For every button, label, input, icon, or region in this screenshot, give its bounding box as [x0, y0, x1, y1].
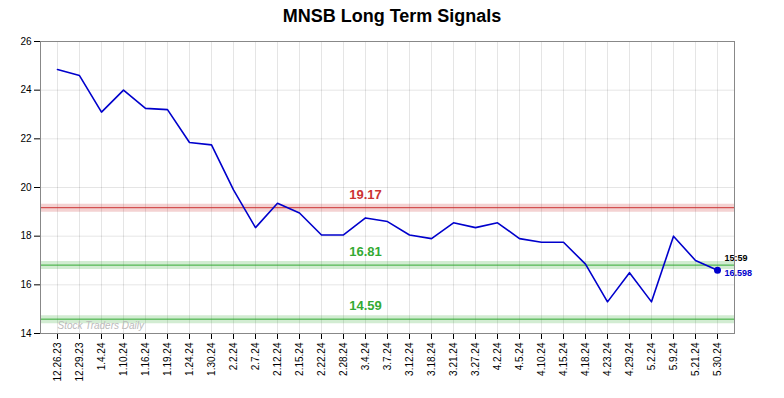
svg-text:2.22.24: 2.22.24 — [316, 342, 327, 376]
svg-text:12.29.23: 12.29.23 — [74, 342, 85, 381]
svg-text:1.24.24: 1.24.24 — [184, 342, 195, 376]
svg-text:3.4.24: 3.4.24 — [360, 342, 371, 370]
svg-text:18: 18 — [20, 230, 32, 241]
svg-text:4.29.24: 4.29.24 — [624, 342, 635, 376]
svg-text:2.28.24: 2.28.24 — [338, 342, 349, 376]
svg-text:4.5.24: 4.5.24 — [514, 342, 525, 370]
svg-text:1.19.24: 1.19.24 — [162, 342, 173, 376]
svg-text:26: 26 — [20, 36, 32, 47]
svg-text:4.2.24: 4.2.24 — [492, 342, 503, 370]
svg-text:3.27.24: 3.27.24 — [470, 342, 481, 376]
svg-text:19.17: 19.17 — [349, 187, 382, 202]
svg-text:3.7.24: 3.7.24 — [382, 342, 393, 370]
svg-text:2.2.24: 2.2.24 — [228, 342, 239, 370]
html-text:MNSB Long Term Signals: MNSB Long Term Signals — [282, 6, 502, 26]
svg-text:14: 14 — [20, 328, 32, 339]
svg-text:1.4.24: 1.4.24 — [96, 342, 107, 370]
svg-text:24: 24 — [20, 84, 32, 95]
svg-text:1.16.24: 1.16.24 — [140, 342, 151, 376]
svg-text:16.81: 16.81 — [349, 244, 382, 259]
svg-text:3.21.24: 3.21.24 — [448, 342, 459, 376]
svg-text:5.21.24: 5.21.24 — [690, 342, 701, 376]
svg-text:3.18.24: 3.18.24 — [426, 342, 437, 376]
svg-text:15:59: 15:59 — [725, 253, 748, 263]
svg-text:4.10.24: 4.10.24 — [536, 342, 547, 376]
svg-text:1.10.24: 1.10.24 — [118, 342, 129, 376]
svg-text:12.26.23: 12.26.23 — [52, 342, 63, 381]
svg-text:20: 20 — [20, 182, 32, 193]
svg-text:Stock Traders Daily: Stock Traders Daily — [58, 320, 146, 331]
svg-text:22: 22 — [20, 133, 32, 144]
svg-text:1.30.24: 1.30.24 — [206, 342, 217, 376]
svg-text:2.12.24: 2.12.24 — [272, 342, 283, 376]
svg-text:4.18.24: 4.18.24 — [580, 342, 591, 376]
svg-text:4.23.24: 4.23.24 — [602, 342, 613, 376]
svg-text:5.9.24: 5.9.24 — [668, 342, 679, 370]
svg-text:16.598: 16.598 — [725, 268, 753, 278]
svg-text:2.15.24: 2.15.24 — [294, 342, 305, 376]
svg-text:4.15.24: 4.15.24 — [558, 342, 569, 376]
svg-text:5.2.24: 5.2.24 — [646, 342, 657, 370]
svg-text:14.59: 14.59 — [349, 298, 382, 313]
svg-text:5.30.24: 5.30.24 — [712, 342, 723, 376]
svg-text:2.7.24: 2.7.24 — [250, 342, 261, 370]
svg-text:3.12.24: 3.12.24 — [404, 342, 415, 376]
svg-text:16: 16 — [20, 279, 32, 290]
